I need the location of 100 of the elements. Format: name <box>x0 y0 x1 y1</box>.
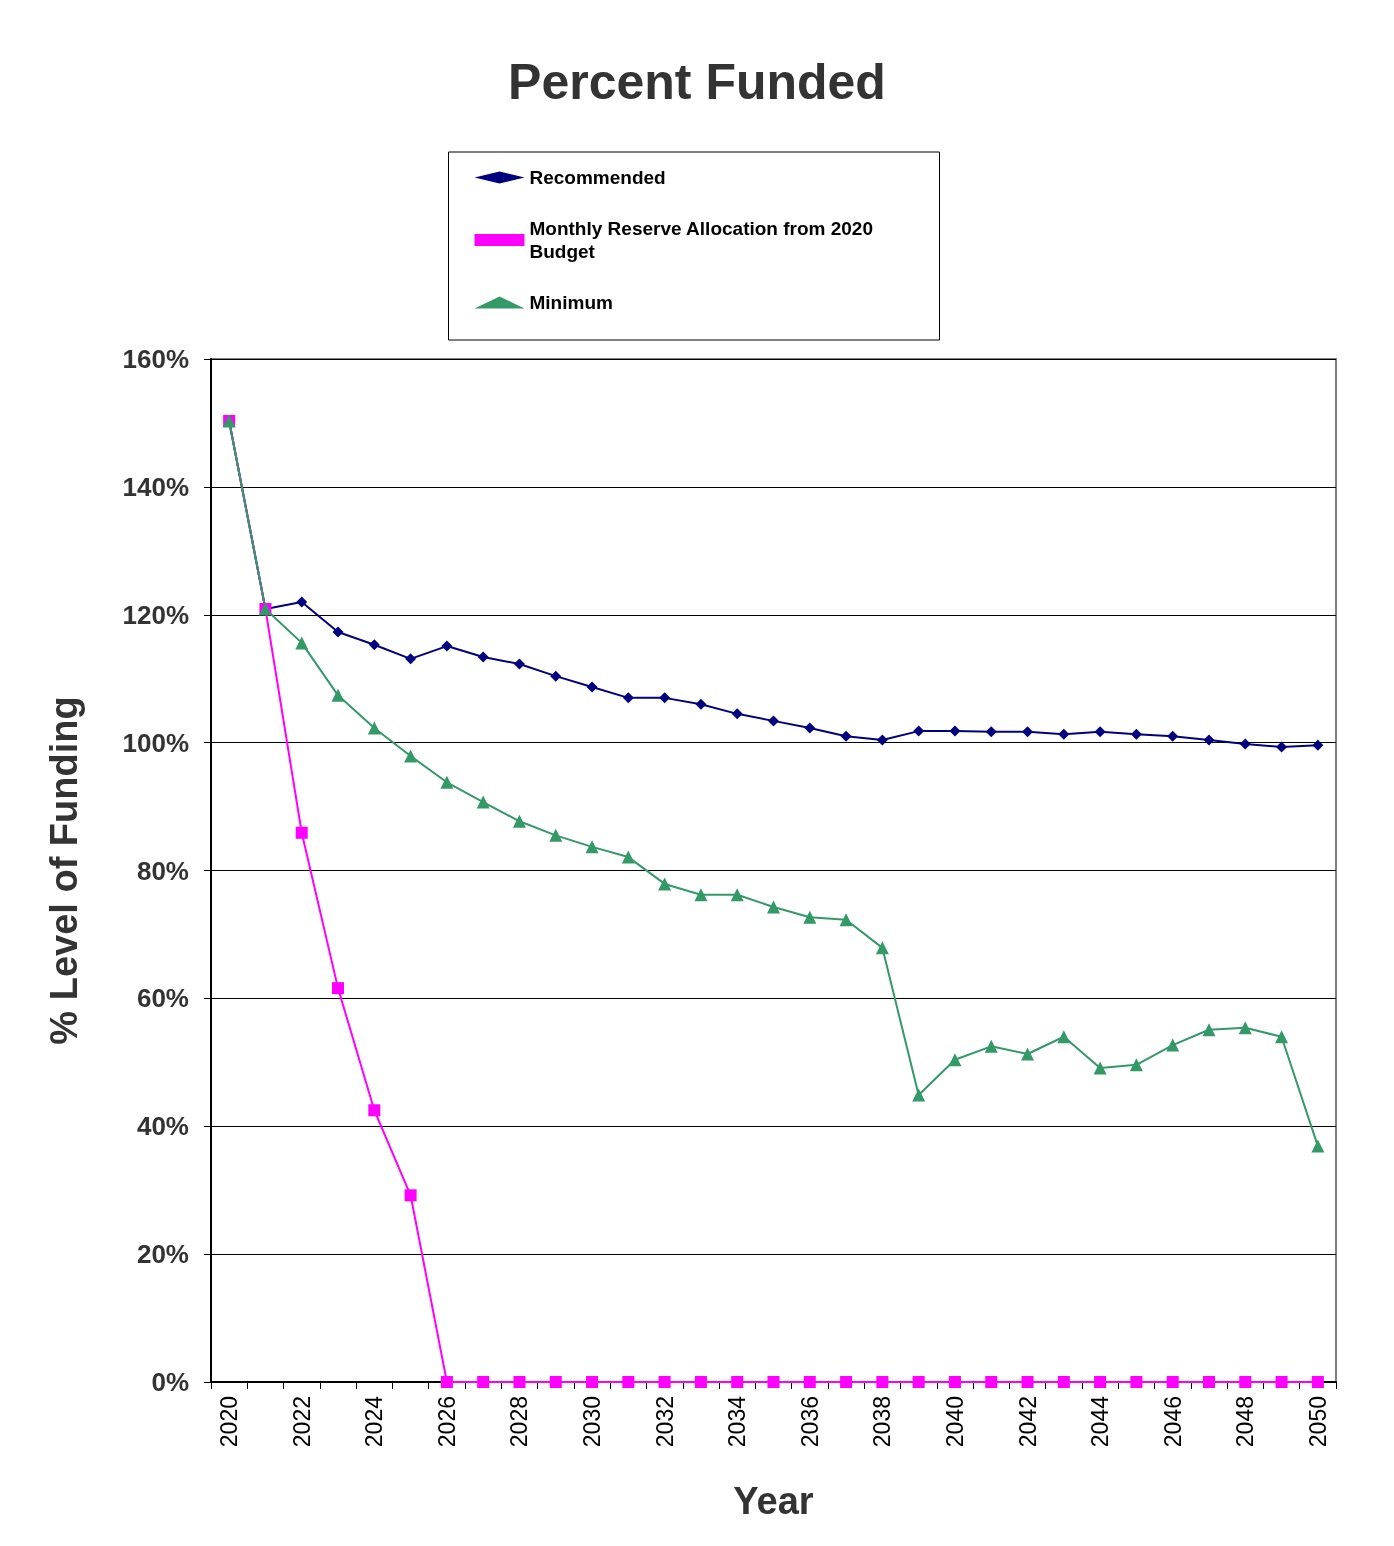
point <box>658 1376 671 1388</box>
point <box>1129 1058 1143 1072</box>
point <box>368 639 380 651</box>
legend-label: Recommended <box>529 167 666 188</box>
point <box>1202 1023 1216 1037</box>
point <box>367 721 381 735</box>
point <box>1057 1376 1070 1388</box>
point <box>767 900 780 914</box>
point <box>1022 726 1034 738</box>
x-tick-label: 2028 <box>506 1396 533 1448</box>
point <box>694 888 708 902</box>
point <box>476 795 490 809</box>
point <box>477 1376 490 1388</box>
point <box>948 1376 961 1388</box>
x-tick-label: 2036 <box>796 1396 823 1448</box>
point <box>876 1376 889 1388</box>
x-tick-label: 2024 <box>361 1395 388 1448</box>
point <box>1202 1376 1215 1388</box>
x-tick-label: 2044 <box>1087 1395 1114 1448</box>
point <box>1094 1376 1107 1388</box>
point <box>912 1376 925 1388</box>
x-tick-label: 2048 <box>1232 1396 1259 1448</box>
point <box>550 670 562 682</box>
point <box>985 726 997 738</box>
point <box>295 636 309 650</box>
point <box>512 814 526 828</box>
point <box>1167 730 1179 742</box>
x-tick-label: 2042 <box>1014 1396 1041 1448</box>
x-axis-title: Year <box>733 1480 814 1522</box>
point <box>441 640 453 652</box>
point <box>622 1376 635 1388</box>
point <box>1021 1376 1034 1388</box>
point <box>332 626 344 638</box>
point <box>694 1376 707 1388</box>
point <box>948 1053 962 1067</box>
point <box>840 730 852 742</box>
point <box>440 775 454 789</box>
y-tick-label: 100% <box>122 727 189 758</box>
x-tick-label: 2032 <box>651 1396 678 1448</box>
x-tick-label: 2030 <box>579 1396 606 1448</box>
y-tick-label: 80% <box>136 855 189 886</box>
point <box>368 1104 381 1117</box>
point <box>731 708 743 720</box>
point <box>1094 726 1106 738</box>
legend-label: Monthly Reserve Allocation from 2020 Budget <box>529 218 879 262</box>
point <box>1276 741 1288 753</box>
point <box>875 941 889 955</box>
point <box>840 1376 853 1388</box>
point <box>1311 1376 1324 1388</box>
point <box>803 910 817 924</box>
x-tick-label: 2026 <box>433 1396 460 1448</box>
point <box>1130 1376 1143 1388</box>
y-tick-label: 60% <box>136 983 189 1014</box>
point <box>440 1376 453 1388</box>
y-tick-label: 0% <box>151 1367 189 1397</box>
x-tick-label: 2034 <box>724 1395 751 1448</box>
point <box>1239 1376 1252 1388</box>
y-tick-label: 140% <box>122 471 189 502</box>
x-tick-label: 2022 <box>288 1396 315 1448</box>
point <box>404 749 418 763</box>
point <box>731 1376 744 1388</box>
point <box>586 1376 599 1388</box>
point <box>839 913 853 927</box>
y-tick-label: 40% <box>136 1111 189 1142</box>
point <box>985 1376 998 1388</box>
point <box>295 826 308 839</box>
point <box>1239 738 1251 750</box>
point <box>1275 1376 1288 1388</box>
point <box>768 715 779 727</box>
point <box>804 722 816 734</box>
point <box>405 653 417 665</box>
legend-label: Minimum <box>529 292 613 313</box>
y-axis-title: % Level of Funding <box>43 696 85 1045</box>
point <box>549 1376 562 1388</box>
point <box>585 840 599 854</box>
x-tick-label: 2050 <box>1304 1396 1331 1448</box>
point <box>549 828 563 842</box>
chart-title: Percent Funded <box>508 54 886 110</box>
point <box>621 850 635 864</box>
point <box>695 698 707 710</box>
x-tick-label: 2038 <box>869 1396 896 1448</box>
point <box>1203 734 1215 746</box>
point <box>332 982 345 995</box>
point <box>949 725 961 737</box>
point <box>1311 1139 1325 1153</box>
point <box>659 692 671 704</box>
point <box>513 1376 526 1388</box>
point <box>1021 1047 1035 1061</box>
y-tick-label: 20% <box>136 1239 189 1270</box>
point <box>730 888 744 902</box>
point <box>586 681 598 693</box>
point <box>912 1088 926 1102</box>
x-tick-label: 2020 <box>216 1396 243 1448</box>
point <box>1166 1376 1179 1388</box>
x-tick-label: 2040 <box>941 1396 968 1448</box>
y-tick-label: 160% <box>122 344 189 374</box>
point <box>477 651 489 663</box>
point <box>1275 1030 1289 1044</box>
x-tick-label: 2046 <box>1159 1396 1186 1448</box>
y-tick-label: 120% <box>122 599 189 630</box>
